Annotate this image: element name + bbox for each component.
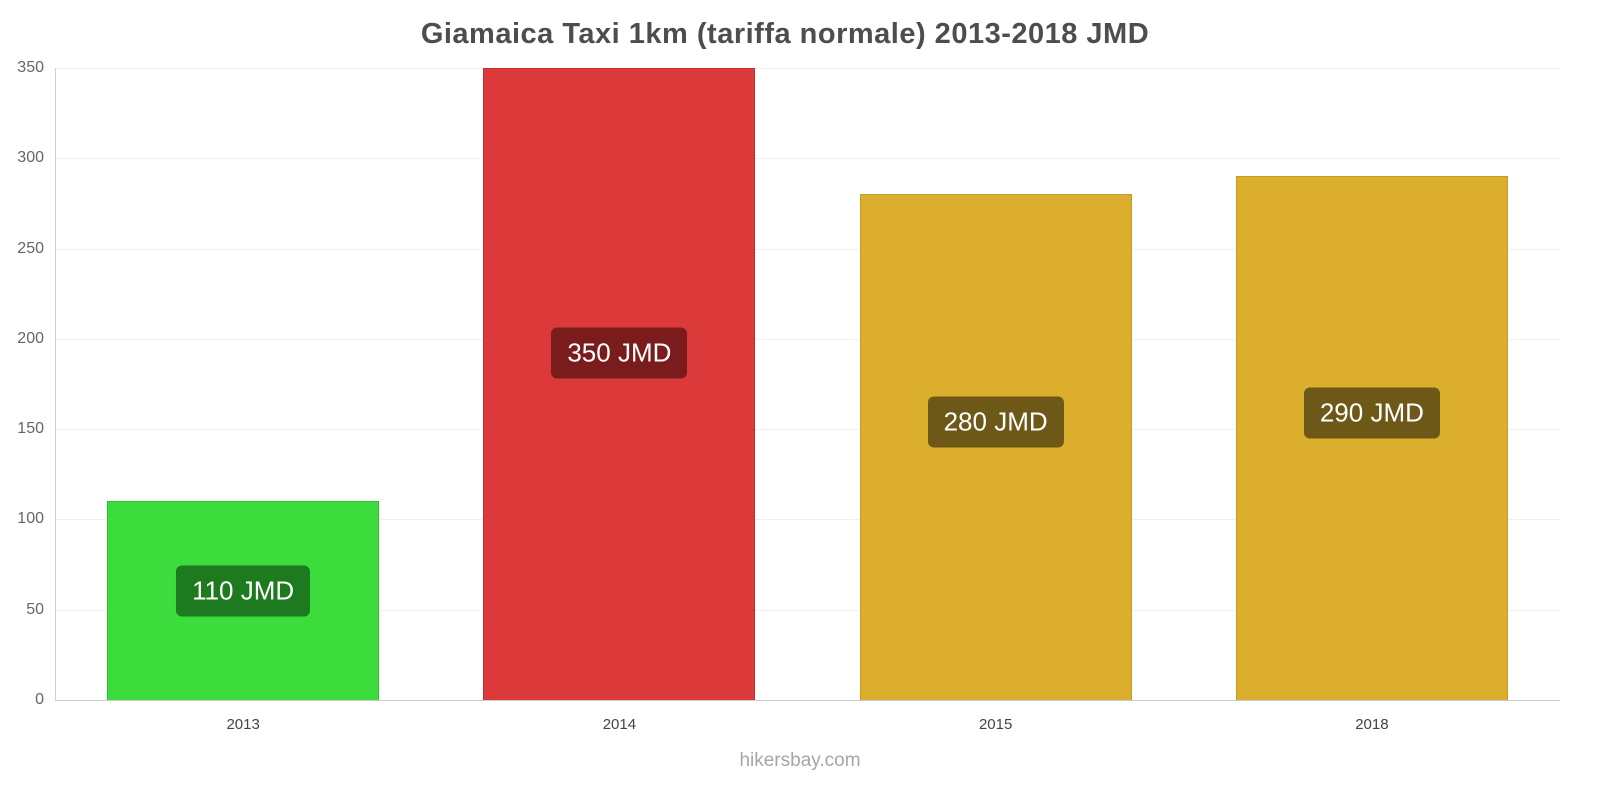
y-tick-label-200: 200 xyxy=(17,329,44,347)
x-tick-label-2015: 2015 xyxy=(978,716,1013,733)
y-tick-label-150: 150 xyxy=(17,420,44,438)
bar-2013: 110 JMD xyxy=(107,501,380,700)
y-tick-label-50: 50 xyxy=(26,600,44,618)
y-tick-label-250: 250 xyxy=(17,239,44,257)
gridline-250 xyxy=(55,248,1560,250)
x-tick-label-2018: 2018 xyxy=(1355,716,1389,733)
x-tick-label-2013: 2013 xyxy=(226,716,260,733)
gridline-200 xyxy=(55,338,1560,340)
y-tick-label-0: 0 xyxy=(35,691,44,708)
y-tick-label-350: 350 xyxy=(17,59,44,76)
y-tick-label-100: 100 xyxy=(17,510,44,528)
gridline-100 xyxy=(55,519,1560,521)
bar-value-label-2014: 350 JMD xyxy=(551,327,688,379)
bar-value-label-2018: 290 JMD xyxy=(1303,387,1440,439)
chart-title: Giamaica Taxi 1km (tariffa normale) 2013… xyxy=(420,18,1150,50)
x-axis-line xyxy=(55,700,1560,701)
gridline-350 xyxy=(55,68,1560,69)
gridline-50 xyxy=(55,609,1560,611)
bar-2018: 290 JMD xyxy=(1235,176,1508,700)
footer-watermark: hikersbay.com xyxy=(739,750,861,771)
bar-value-label-2013: 110 JMD xyxy=(176,565,311,617)
bar-2014: 350 JMD xyxy=(483,68,756,700)
y-tick-label-300: 300 xyxy=(17,149,44,167)
gridline-150 xyxy=(55,429,1560,431)
x-tick-label-2014: 2014 xyxy=(602,716,637,733)
bar-value-label-2015: 280 JMD xyxy=(927,396,1064,448)
gridline-300 xyxy=(55,158,1560,160)
bar-2015: 280 JMD xyxy=(859,194,1132,700)
y-axis-line xyxy=(55,68,56,700)
